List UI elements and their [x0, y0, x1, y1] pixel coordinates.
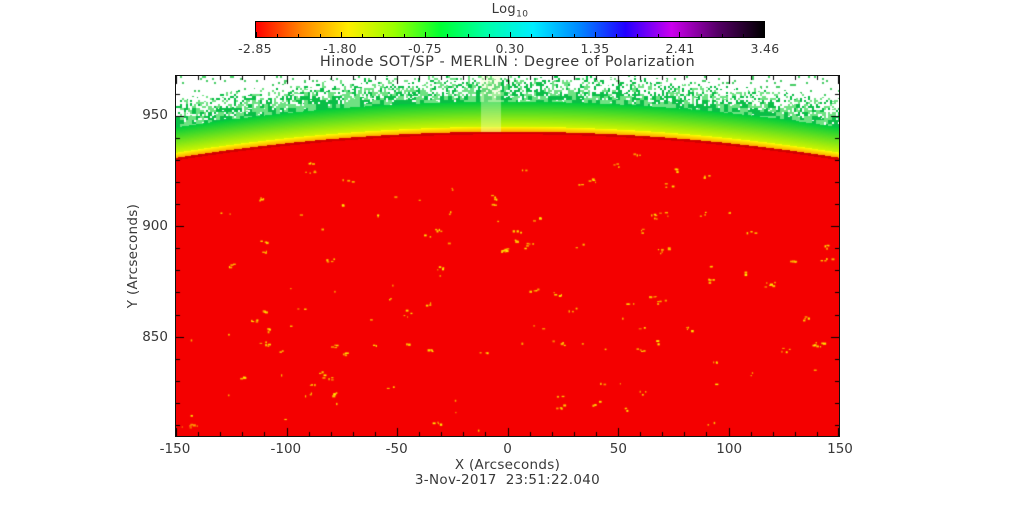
- x-tick-label: -100: [270, 441, 302, 457]
- x-axis-label: X (Arcseconds): [454, 457, 561, 473]
- x-tick-labels: -150 -100 -50 0 50 100 150: [160, 441, 853, 457]
- x-tick-label: 100: [716, 441, 743, 457]
- colorbar-tick-label: 0.30: [495, 41, 525, 56]
- timestamp-label: 3-Nov-2017 23:51:22.040: [414, 472, 601, 488]
- y-tick-labels: 950 900 850: [118, 75, 168, 437]
- y-tick-label: 950: [142, 106, 168, 123]
- colorbar-tick-label: -1.80: [323, 41, 357, 56]
- y-tick-label: 850: [142, 329, 168, 346]
- x-tick-label: 150: [827, 441, 853, 457]
- colorbar-tick-label: 1.35: [580, 41, 610, 56]
- colorbar-tick-label: -2.85: [238, 41, 272, 56]
- x-tick-label: 0: [503, 441, 512, 457]
- x-tick-label: -150: [159, 441, 191, 457]
- plot-frame: [175, 75, 840, 437]
- heatmap-canvas: [176, 76, 839, 436]
- colorbar-tick-labels: -2.85 -1.80 -0.75 0.30 1.35 2.41 3.46: [238, 41, 779, 56]
- colorbar-gradient: [255, 21, 765, 38]
- colorbar-tick-label: 3.46: [750, 41, 780, 56]
- colorbar-tick-label: -0.75: [408, 41, 442, 56]
- x-tick-label: -50: [385, 441, 408, 457]
- colorbar-tick-label: 2.41: [665, 41, 695, 56]
- y-tick-label: 900: [142, 218, 168, 235]
- plot-title: Hinode SOT/SP - MERLIN : Degree of Polar…: [319, 54, 696, 70]
- colorbar-scale-label: Log10: [491, 2, 529, 20]
- x-tick-label: 50: [609, 441, 627, 457]
